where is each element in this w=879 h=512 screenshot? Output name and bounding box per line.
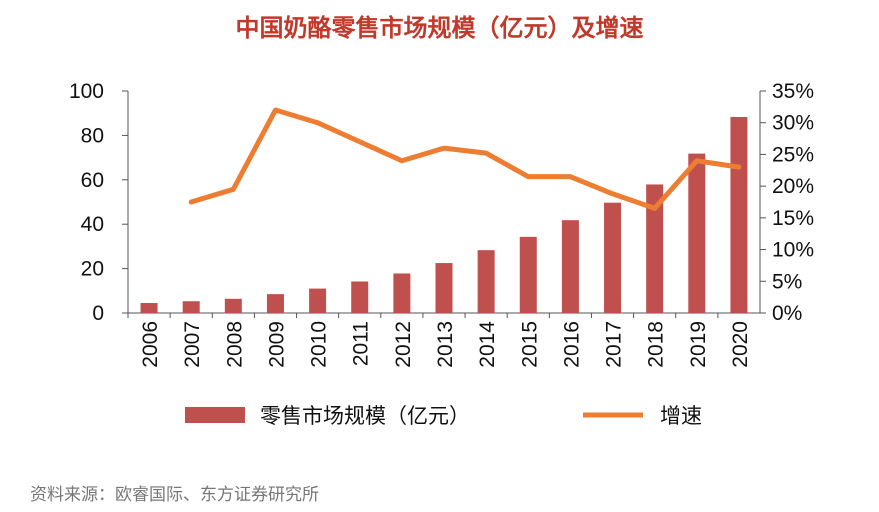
source-note: 资料来源：欧睿国际、东方证券研究所 — [30, 485, 319, 505]
growth-point-2020 — [736, 165, 741, 170]
x-tick-label: 2012 — [392, 321, 415, 368]
x-tick-label: 2019 — [687, 321, 710, 368]
growth-line — [188, 107, 742, 211]
bar-2006 — [140, 303, 158, 313]
bar-2015 — [519, 236, 537, 313]
growth-point-2017 — [610, 191, 615, 196]
right-tick-label: 20% — [772, 175, 814, 198]
growth-point-2007 — [189, 200, 194, 204]
growth-point-2014 — [484, 151, 489, 156]
right-tick-label: 5% — [772, 270, 802, 293]
left-tick-label: 40 — [81, 213, 104, 236]
growth-point-2011 — [357, 139, 362, 144]
chart: 0 20 40 60 80 100 0% 5% 10% 15% 20% 25% 30% 35% 2006 20… — [69, 80, 814, 428]
x-tick-label: 2008 — [223, 321, 246, 368]
growth-point-2008 — [231, 187, 236, 192]
growth-point-2009 — [273, 108, 278, 113]
growth-point-2013 — [442, 146, 446, 151]
x-tick-label: 2017 — [603, 321, 626, 368]
bar-2014 — [477, 250, 495, 313]
x-tick-label: 2016 — [560, 321, 583, 368]
bar-2017 — [604, 202, 622, 313]
bar-2019 — [688, 153, 706, 313]
x-tick-label: 2020 — [729, 321, 752, 368]
growth-point-2012 — [399, 158, 404, 163]
right-tick-label: 10% — [772, 239, 814, 262]
bar-2011 — [351, 281, 369, 313]
x-tick-label: 2015 — [518, 321, 541, 368]
right-tick-label: 0% — [772, 302, 802, 325]
left-tick-label: 100 — [69, 80, 104, 103]
growth-point-2010 — [315, 120, 320, 125]
bar-2012 — [393, 273, 411, 313]
bar-2008 — [224, 298, 242, 313]
bar-2016 — [561, 220, 579, 313]
left-tick-label: 80 — [81, 124, 104, 147]
x-tick-label: 2010 — [308, 321, 331, 368]
bar-2009 — [266, 294, 284, 313]
legend-line-label: 增速 — [660, 404, 702, 428]
left-tick-label: 20 — [81, 258, 104, 281]
legend: 零售市场规模（亿元） 增速 — [185, 404, 702, 428]
bar-2013 — [435, 263, 453, 313]
bar-2010 — [309, 288, 327, 313]
x-tick-label: 2014 — [476, 321, 499, 368]
x-tick-label: 2007 — [181, 321, 204, 368]
growth-point-2016 — [568, 174, 573, 179]
right-tick-label: 30% — [772, 112, 814, 135]
bar-2018 — [646, 184, 664, 313]
bar-2020 — [730, 116, 748, 313]
growth-point-2018 — [652, 206, 657, 211]
right-tick-label: 15% — [772, 207, 814, 230]
x-tick-label: 2011 — [350, 321, 373, 366]
growth-point-2019 — [694, 158, 699, 163]
left-tick-label: 60 — [81, 169, 104, 192]
x-tick-label: 2009 — [265, 321, 288, 368]
growth-point-2015 — [526, 174, 531, 179]
x-tick-label: 2006 — [139, 321, 162, 368]
right-tick-label: 25% — [772, 143, 814, 166]
left-tick-label: 0 — [92, 302, 104, 325]
line-series — [188, 107, 742, 211]
x-tick-label: 2013 — [434, 321, 457, 368]
bar-2007 — [182, 301, 200, 313]
legend-bar-swatch — [185, 407, 245, 423]
x-tick-label: 2018 — [645, 321, 668, 368]
right-tick-label: 35% — [772, 80, 814, 103]
chart-title: 中国奶酪零售市场规模（亿元）及增速 — [235, 14, 644, 42]
legend-bar-label: 零售市场规模（亿元） — [260, 404, 470, 428]
